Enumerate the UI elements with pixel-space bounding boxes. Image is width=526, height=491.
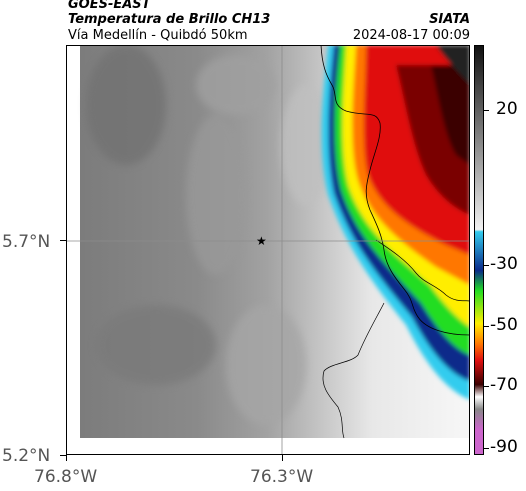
satellite-name: GOES-EAST [68,0,151,12]
lon-tick-mark [66,455,67,461]
colorbar-label-minus-30: -30 [490,254,518,274]
satellite-image: ★ [66,45,470,455]
product-title: Temperatura de Brillo CH13 [68,12,271,27]
colorbar-label-minus-90: -90 [490,437,518,457]
star-marker: ★ [256,234,267,248]
satellite-map: ★ [66,45,470,455]
colorbar-tick [484,386,489,387]
lat-tick-mark [60,240,66,241]
colorbar-tick [484,326,489,327]
datetime-label: 2024-08-17 00:09 [352,28,470,43]
colorbar-label-minus-50: -50 [490,315,518,335]
colorbar-tick [484,448,489,449]
lon-label-76-3: 76.3°W [250,467,314,487]
lat-label-5-7: 5.7°N [2,232,51,252]
source-label: SIATA [429,12,470,27]
colorbar [474,45,484,455]
map-border [66,45,470,455]
lon-tick-mark [282,455,283,461]
colorbar-tick [484,265,489,266]
colorbar-label-20: 20 [496,99,518,119]
lon-label-76-8: 76.8°W [34,467,98,487]
colorbar-label-minus-70: -70 [490,375,518,395]
lat-label-5-2: 5.2°N [2,446,51,466]
colorbar-tick [484,110,489,111]
region-label: Vía Medellín - Quibdó 50km [68,28,248,43]
lat-tick-mark [60,455,66,456]
